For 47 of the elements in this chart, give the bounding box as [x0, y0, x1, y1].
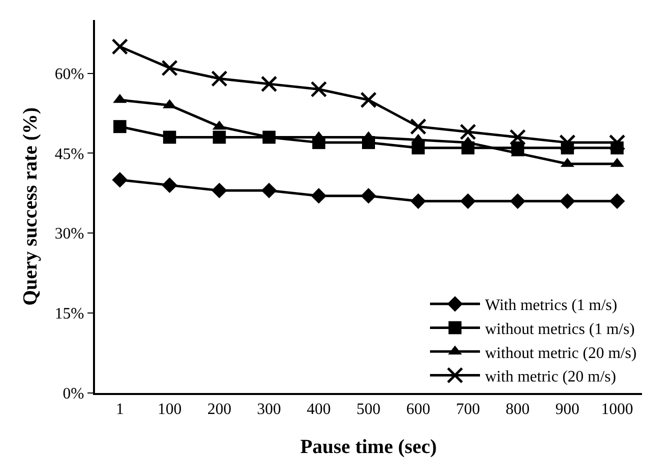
point — [212, 130, 226, 144]
x-tick-label: 500 — [356, 400, 380, 418]
y-tick-label: 30% — [54, 226, 84, 243]
point — [161, 60, 178, 76]
point — [608, 134, 626, 151]
x-tick-label: 100 — [158, 400, 182, 418]
x-tick-label: 800 — [506, 400, 530, 418]
legend-label: with metric (20 m/s) — [485, 368, 616, 386]
point — [360, 92, 377, 108]
legend-label: without metric (20 m/s) — [485, 344, 637, 362]
x-tick-label: 900 — [555, 400, 580, 418]
x-tick-label: 700 — [456, 400, 480, 418]
x-tick-label: 200 — [207, 400, 232, 418]
point — [310, 188, 327, 204]
point — [261, 182, 277, 198]
point — [410, 118, 426, 135]
point — [113, 120, 126, 134]
y-tick-label: 60% — [54, 66, 84, 83]
point — [260, 76, 278, 92]
point — [212, 182, 228, 198]
x-tick-label: 300 — [257, 400, 282, 418]
point — [510, 193, 526, 209]
point — [560, 193, 576, 209]
y-tick-label: 45% — [54, 146, 84, 163]
point — [112, 38, 128, 55]
x-tick-label: 1000 — [601, 400, 634, 418]
legend-label: without metrics (1 m/s) — [485, 320, 635, 338]
point — [112, 172, 128, 188]
point — [559, 134, 576, 151]
point — [162, 177, 178, 193]
point — [211, 70, 228, 87]
point — [609, 193, 625, 209]
y-axis-title: Query success rate (%) — [20, 107, 42, 306]
point — [163, 130, 176, 144]
point — [360, 188, 376, 204]
point — [460, 124, 476, 140]
point — [310, 81, 328, 98]
point — [410, 193, 426, 209]
x-tick-label: 600 — [406, 400, 430, 418]
x-tick-label: 1 — [116, 400, 124, 418]
point — [509, 128, 526, 146]
x-tick-label: 400 — [306, 400, 331, 418]
y-tick-label: 0% — [62, 386, 84, 403]
legend-label: With metrics (1 m/s) — [485, 297, 618, 314]
point — [460, 193, 476, 209]
x-axis-title: Pause time (sec) — [300, 436, 437, 458]
y-tick-label: 15% — [54, 306, 84, 323]
